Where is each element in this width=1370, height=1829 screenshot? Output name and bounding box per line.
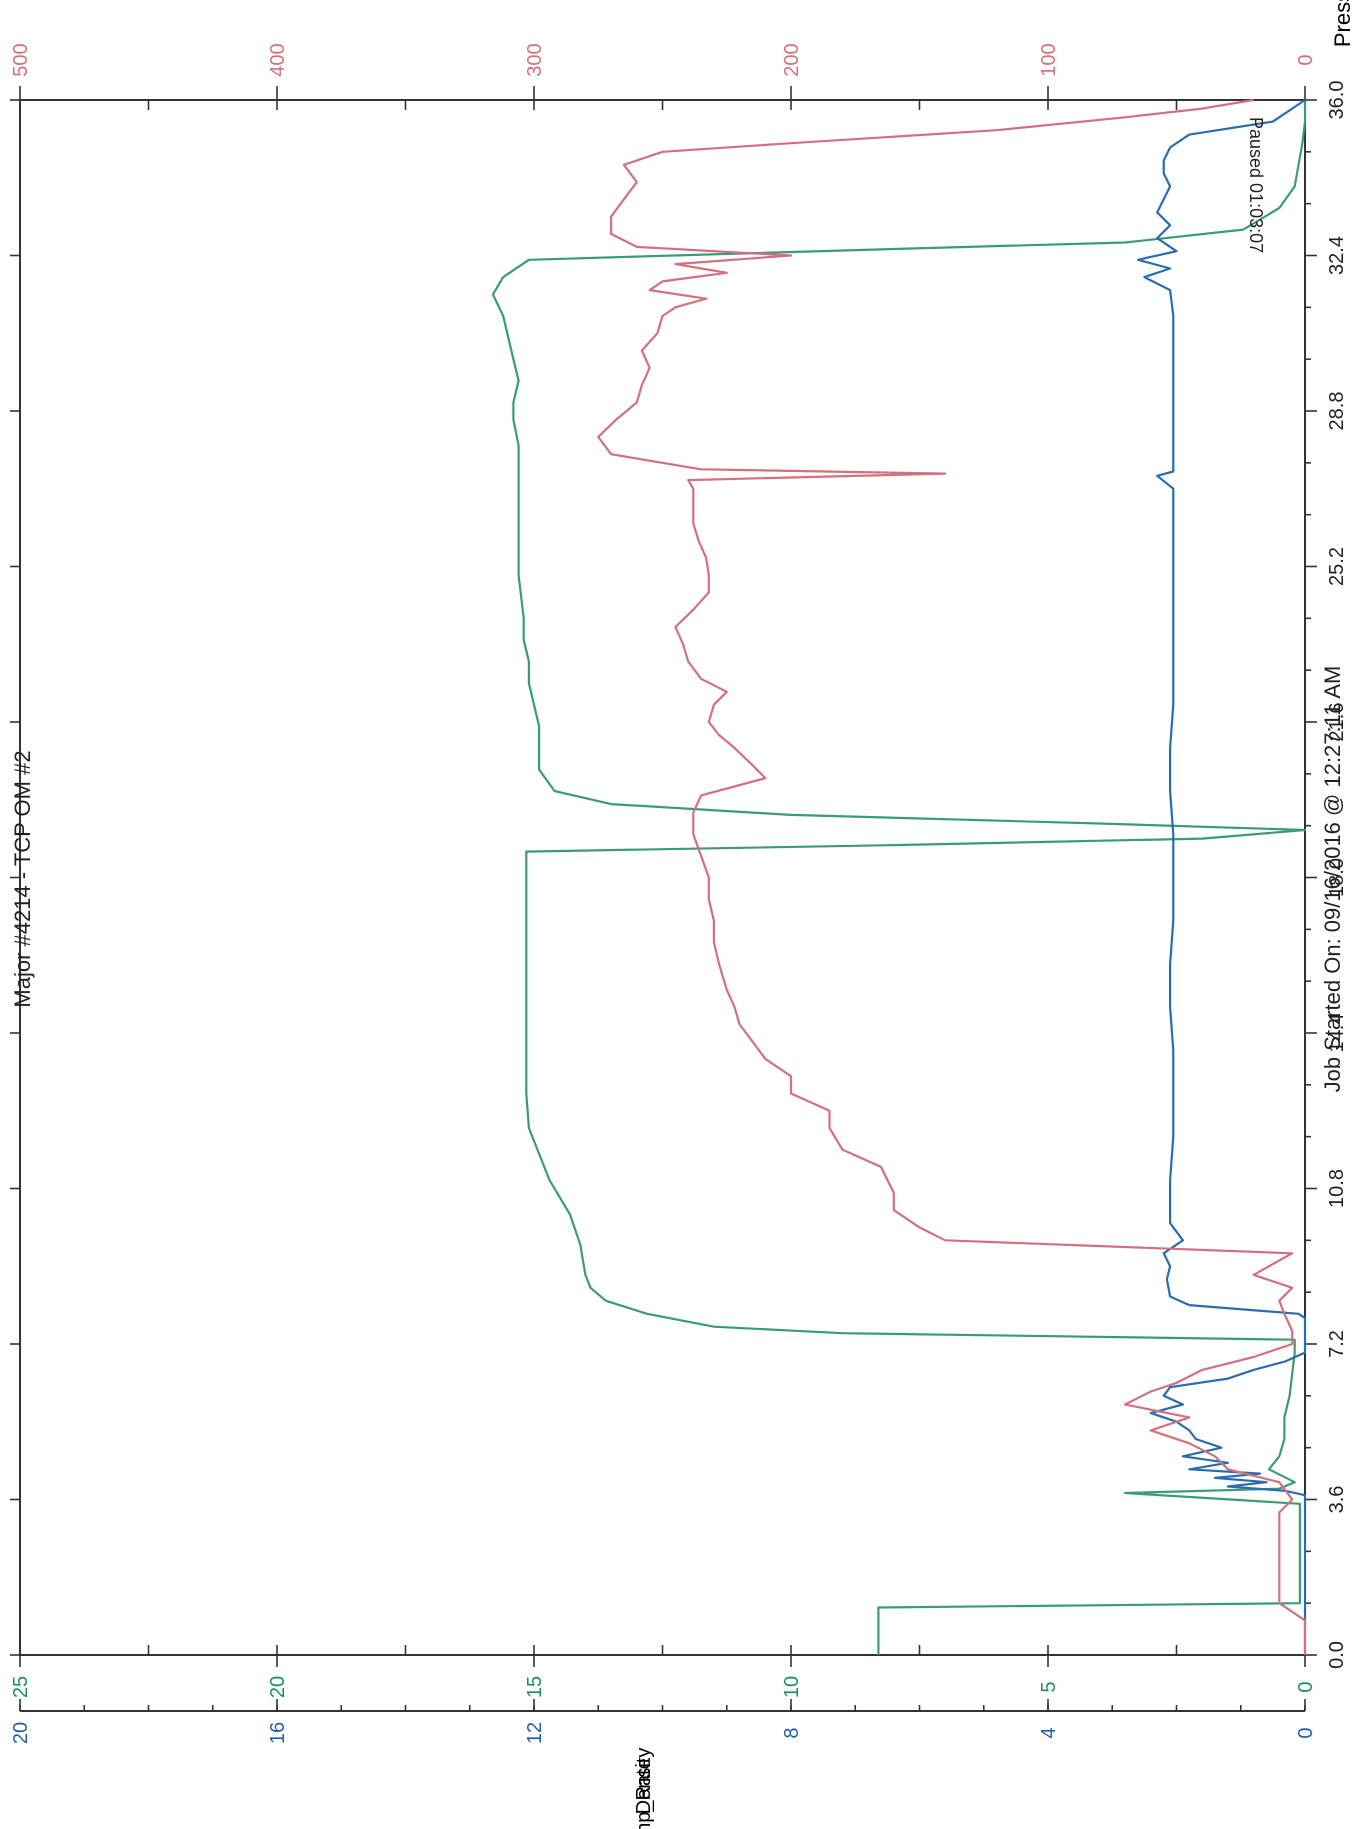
- density-tick-label: 10: [781, 1676, 803, 1698]
- pump-rate-series-line: [1136, 99, 1307, 1655]
- press-series-line: [597, 98, 1307, 1655]
- density-tick-label: 15: [524, 1676, 546, 1698]
- chart-title: Major #4214 - TCP OM #2: [10, 750, 35, 1007]
- press-axis: 0 100 200 300 400 500: [10, 43, 1317, 100]
- density-axis: 0 5 10 15 20 25: [10, 100, 1317, 1698]
- pump-rate-axis-title: Pump_Rate: [633, 1758, 655, 1829]
- pump-tick-label: 12: [524, 1722, 546, 1744]
- pump-tick-label: 8: [781, 1727, 803, 1738]
- x-tick-label: 18.0: [1326, 858, 1348, 897]
- density-tick-label: 5: [1038, 1681, 1060, 1692]
- x-tick-label: 14.4: [1326, 1014, 1348, 1053]
- x-tick-label: 0.0: [1326, 1641, 1348, 1669]
- x-axis: 0.0 3.6 7.2 10.8 14.4 18.0 21.6 25.2 28.8 32.4 36.…: [10, 81, 1348, 1669]
- density-tick-label: 25: [10, 1676, 32, 1698]
- press-tick-label: 300: [524, 43, 546, 76]
- x-tick-label: 36.0: [1326, 81, 1348, 120]
- press-axis-title: Press: [1330, 0, 1355, 47]
- press-tick-label: 0: [1295, 54, 1317, 65]
- x-tick-label: 32.4: [1326, 236, 1348, 275]
- x-tick-label: 21.6: [1326, 703, 1348, 742]
- press-tick-label: 100: [1038, 43, 1060, 76]
- job-started-label: Job Started On: 09/16/2016 @ 12:27:11 AM: [1320, 666, 1345, 1093]
- pump-tick-label: 4: [1038, 1727, 1060, 1738]
- x-tick-label: 28.8: [1326, 392, 1348, 431]
- press-tick-label: 500: [10, 43, 32, 76]
- pump-tick-label: 20: [10, 1722, 32, 1744]
- density-axis-title: Density: [633, 1748, 655, 1815]
- pump-tick-label: 16: [267, 1722, 289, 1744]
- paused-annotation: Paused 01:03:07: [1246, 117, 1266, 253]
- press-tick-label: 400: [267, 43, 289, 76]
- x-tick-label: 25.2: [1326, 547, 1348, 586]
- plot-frame: [19, 99, 1306, 1656]
- press-tick-label: 200: [781, 43, 803, 76]
- pump-tick-label: 0: [1295, 1727, 1317, 1738]
- x-tick-label: 7.2: [1326, 1330, 1348, 1358]
- series-layer: [491, 98, 1307, 1655]
- density-tick-label: 20: [267, 1676, 289, 1698]
- density-tick-label: 0: [1295, 1681, 1317, 1692]
- x-tick-label: 10.8: [1326, 1169, 1348, 1208]
- x-tick-label: 3.6: [1326, 1486, 1348, 1514]
- pump-rate-axis: 0 4 8 12 16 20: [10, 1699, 1317, 1744]
- density-series-line: [491, 100, 1307, 1655]
